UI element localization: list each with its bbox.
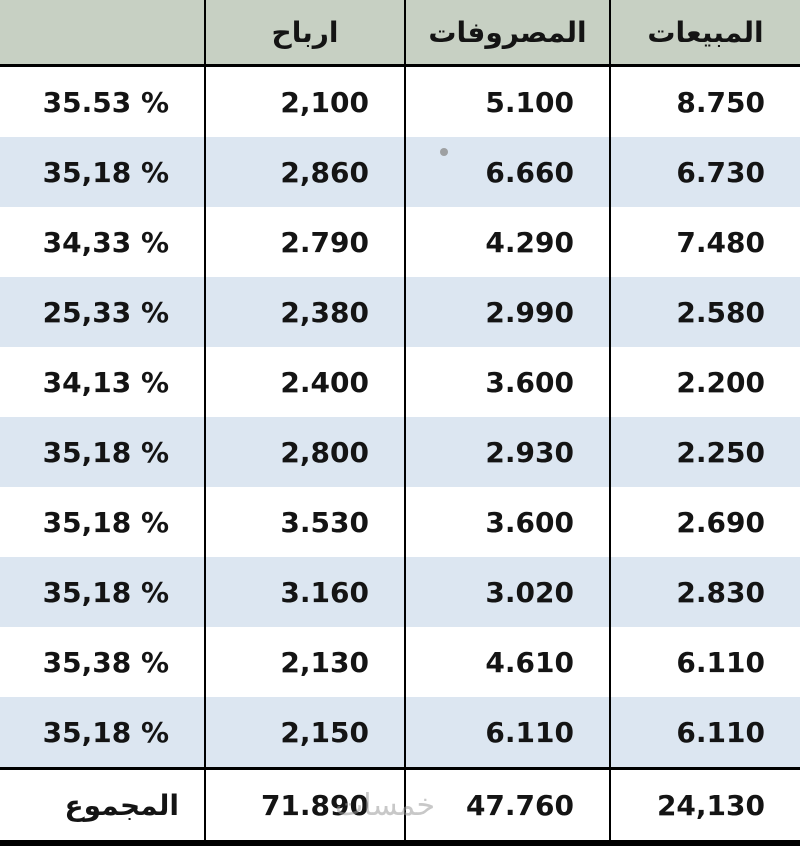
table-row: 2.580 2.990 2,380 25,33 %	[0, 277, 800, 347]
expenses-cell: 3.020	[404, 557, 610, 627]
header-row: المبيعات المصروفات ارباح	[0, 0, 800, 67]
percent-cell: 35,18 %	[0, 697, 205, 769]
table-row: 2.250 2.930 2,800 35,18 %	[0, 417, 800, 487]
table-row: 7.480 4.290 2.790 34,33 %	[0, 207, 800, 277]
sales-cell: 7.480	[609, 207, 800, 277]
percent-cell: 34,13 %	[0, 347, 205, 417]
header-sales: المبيعات	[609, 0, 800, 67]
sales-cell: 2.250	[609, 417, 800, 487]
profit-cell: 2,100	[204, 65, 405, 137]
profit-cell: 3.160	[204, 557, 405, 627]
header-profit: ارباح	[204, 0, 405, 67]
expenses-cell: 3.600	[404, 347, 610, 417]
table-row: 6.110 4.610 2,130 35,38 %	[0, 627, 800, 697]
percent-cell: 34,33 %	[0, 207, 205, 277]
profit-cell: 3.530	[204, 487, 405, 557]
profit-cell: 2,860	[204, 137, 405, 207]
percent-cell: 35.53 %	[0, 65, 205, 137]
stray-dot-artifact	[440, 148, 448, 156]
sales-cell: 2.690	[609, 487, 800, 557]
header-percent	[0, 0, 205, 67]
sales-cell: 8.750	[609, 65, 800, 137]
profit-cell: 2.400	[204, 347, 405, 417]
table-row: 6.110 6.110 2,150 35,18 %	[0, 697, 800, 769]
expenses-cell: 2.930	[404, 417, 610, 487]
profit-cell: 2,800	[204, 417, 405, 487]
percent-cell: 35,18 %	[0, 137, 205, 207]
profit-cell: 2,150	[204, 697, 405, 769]
total-profit-cell: 71.890	[204, 767, 405, 843]
percent-cell: 25,33 %	[0, 277, 205, 347]
percent-cell: 35,18 %	[0, 557, 205, 627]
expenses-cell: 5.100	[404, 65, 610, 137]
header-expenses: المصروفات	[404, 0, 610, 67]
expenses-cell: 6.110	[404, 697, 610, 769]
expenses-cell: 4.610	[404, 627, 610, 697]
table-row: 6.730 6.660 2,860 35,18 %	[0, 137, 800, 207]
percent-cell: 35,18 %	[0, 487, 205, 557]
table-row: 2.200 3.600 2.400 34,13 %	[0, 347, 800, 417]
sales-cell: 2.830	[609, 557, 800, 627]
table-row: 2.690 3.600 3.530 35,18 %	[0, 487, 800, 557]
sales-cell: 6.110	[609, 627, 800, 697]
sales-cell: 6.730	[609, 137, 800, 207]
table-row: 2.830 3.020 3.160 35,18 %	[0, 557, 800, 627]
expenses-cell: 3.600	[404, 487, 610, 557]
sales-cell: 2.200	[609, 347, 800, 417]
expenses-cell: 2.990	[404, 277, 610, 347]
expenses-cell: 6.660	[404, 137, 610, 207]
sales-cell: 2.580	[609, 277, 800, 347]
total-sales-cell: 24,130	[609, 767, 800, 843]
profit-cell: 2.790	[204, 207, 405, 277]
profit-cell: 2,380	[204, 277, 405, 347]
total-label: المجموع	[0, 767, 205, 843]
table-header: المبيعات المصروفات ارباح	[0, 0, 800, 67]
total-expenses-cell: 47.760	[404, 767, 610, 843]
profit-cell: 2,130	[204, 627, 405, 697]
percent-cell: 35,18 %	[0, 417, 205, 487]
total-row: 24,130 47.760 71.890 المجموع	[0, 767, 800, 843]
sales-cell: 6.110	[609, 697, 800, 769]
expenses-cell: 4.290	[404, 207, 610, 277]
percent-cell: 35,38 %	[0, 627, 205, 697]
table-body: 8.750 5.100 2,100 35.53 % 6.730 6.660 2,…	[0, 65, 800, 843]
table-row: 8.750 5.100 2,100 35.53 %	[0, 65, 800, 137]
